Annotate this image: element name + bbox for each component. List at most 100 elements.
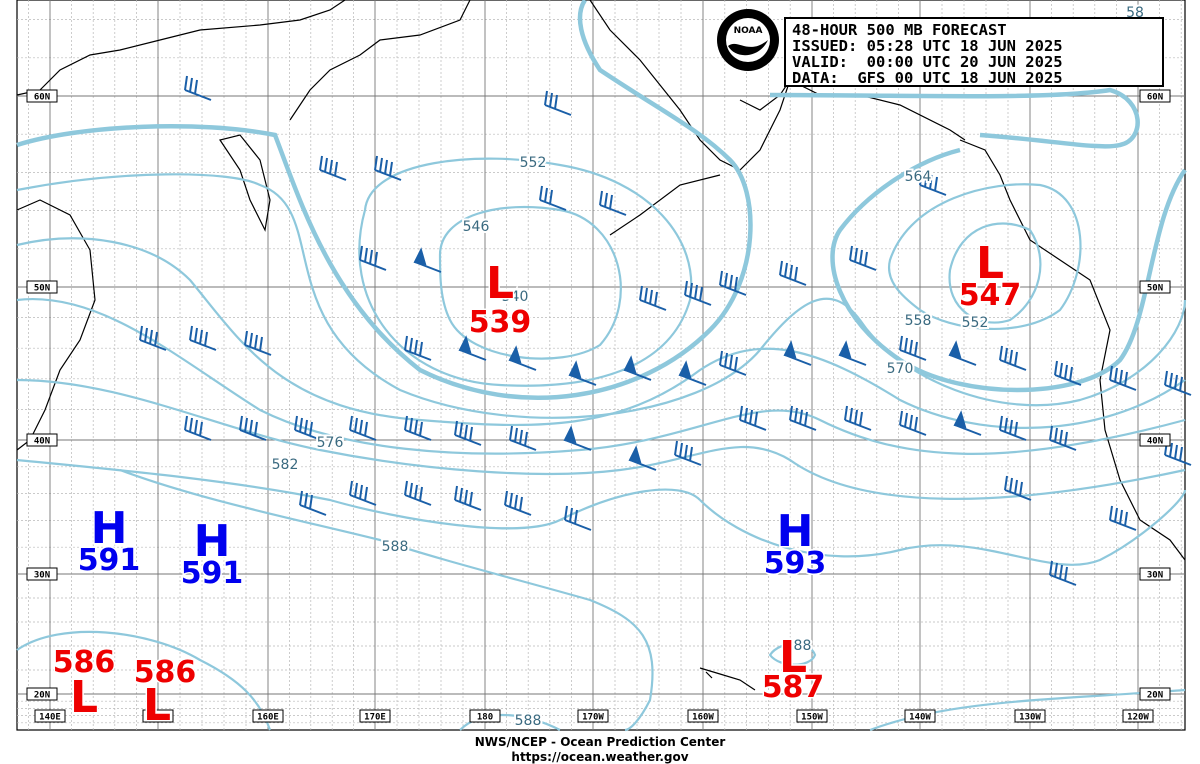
barb-tick [544, 90, 548, 106]
barb-tick [199, 329, 203, 345]
lon-label: 160E [257, 713, 279, 723]
barb-tick [244, 330, 248, 346]
barb-tick [899, 410, 903, 426]
barb-flag [953, 410, 967, 429]
barb-tick [1019, 481, 1023, 497]
barb-tick [419, 421, 423, 437]
system-value: 586 [134, 655, 197, 690]
barb-tick [359, 245, 363, 261]
lat-label-box [26, 687, 58, 701]
barb-tick [699, 286, 703, 302]
barb-tick [1059, 564, 1063, 580]
barb-tick [929, 174, 933, 190]
lat-label: 30N [1147, 571, 1163, 581]
barb-tick [539, 185, 543, 201]
barb-tick [569, 507, 573, 523]
barb-tick [1004, 347, 1008, 363]
lat-label: 50N [1147, 284, 1163, 294]
barb-tick [859, 411, 863, 427]
header-line: 48-HOUR 500 MB FORECAST [792, 21, 1007, 39]
barb-tick [919, 170, 923, 186]
barb-tick [1174, 444, 1178, 460]
lon-label-box [359, 709, 391, 723]
barb-tick [359, 419, 363, 435]
barb-tick [419, 486, 423, 502]
barb-tick [1009, 419, 1013, 435]
barb-tick [609, 194, 613, 210]
barb-tick [514, 427, 518, 443]
barb-tick [324, 157, 328, 173]
barb-flag [623, 355, 637, 374]
lon-label-box [142, 709, 174, 723]
barb-tick [194, 79, 198, 95]
system-letter: L [976, 238, 1004, 289]
barb-tick [409, 337, 413, 353]
barb-tick [684, 444, 688, 460]
system-letter: L [143, 680, 171, 731]
system-letter: H [194, 516, 231, 567]
barb-tick [419, 341, 423, 357]
barb-tick [454, 420, 458, 436]
lon-label-box [1014, 709, 1046, 723]
lon-label-box [687, 709, 719, 723]
barb-tick [1014, 479, 1018, 495]
lon-label-box [796, 709, 828, 723]
footer-line: NWS/NCEP - Ocean Prediction Center [475, 735, 726, 749]
barb-tick [924, 172, 928, 188]
barb-tick [239, 415, 243, 431]
barb-tick [154, 331, 158, 347]
system-letter: H [91, 503, 128, 554]
barb-tick [934, 176, 938, 192]
barb-tick [1164, 370, 1168, 386]
barb-tick [904, 412, 908, 428]
barb-tick [189, 77, 193, 93]
barb-tick [1179, 446, 1183, 462]
barb-tick [794, 407, 798, 423]
barb-tick [639, 285, 643, 301]
barb-tick [369, 249, 373, 265]
barb-tick [524, 431, 528, 447]
barb-tick [414, 484, 418, 500]
barb-flag [413, 247, 427, 266]
barb-tick [904, 337, 908, 353]
map-labels: 60N 60N 50N 50N 40N 40N 30N 30N 20N 20N 140E 150E 16… [26, 3, 1171, 733]
barb-tick [1049, 560, 1053, 576]
barb-tick [1069, 366, 1073, 382]
lon-label: 160W [692, 713, 714, 723]
lat-label: 30N [34, 571, 50, 581]
lon-label: 130W [1019, 713, 1041, 723]
barb-tick [599, 190, 603, 206]
barb-flag [568, 360, 582, 379]
barb-tick [844, 405, 848, 421]
barb-tick [469, 491, 473, 507]
barb-tick [1064, 364, 1068, 380]
barb-tick [684, 280, 688, 296]
barb-tick [689, 282, 693, 298]
barb-tick [184, 415, 188, 431]
barb-tick [1174, 374, 1178, 390]
barb-tick [729, 274, 733, 290]
barb-tick [194, 327, 198, 343]
lat-label-box [1139, 280, 1171, 294]
coastlines [16, 0, 1186, 691]
barb-tick [259, 336, 263, 352]
lon-label-box [34, 709, 66, 723]
barb-tick [454, 485, 458, 501]
barb-tick [149, 329, 153, 345]
barb-tick [1169, 442, 1173, 458]
barb-tick [294, 415, 298, 431]
lon-label: 140E [39, 713, 61, 723]
barb-tick [1014, 421, 1018, 437]
height-contours [16, 0, 1187, 732]
barb-flag [678, 360, 692, 379]
barb-tick [679, 442, 683, 458]
barb-tick [734, 356, 738, 372]
barb-tick [204, 331, 208, 347]
lon-label: 150W [801, 713, 823, 723]
barb-tick [1119, 369, 1123, 385]
lon-label-box [904, 709, 936, 723]
contour-label: 588 [382, 539, 409, 555]
barb-tick [789, 264, 793, 280]
barb-tick [389, 161, 393, 177]
barb-tick [299, 417, 303, 433]
